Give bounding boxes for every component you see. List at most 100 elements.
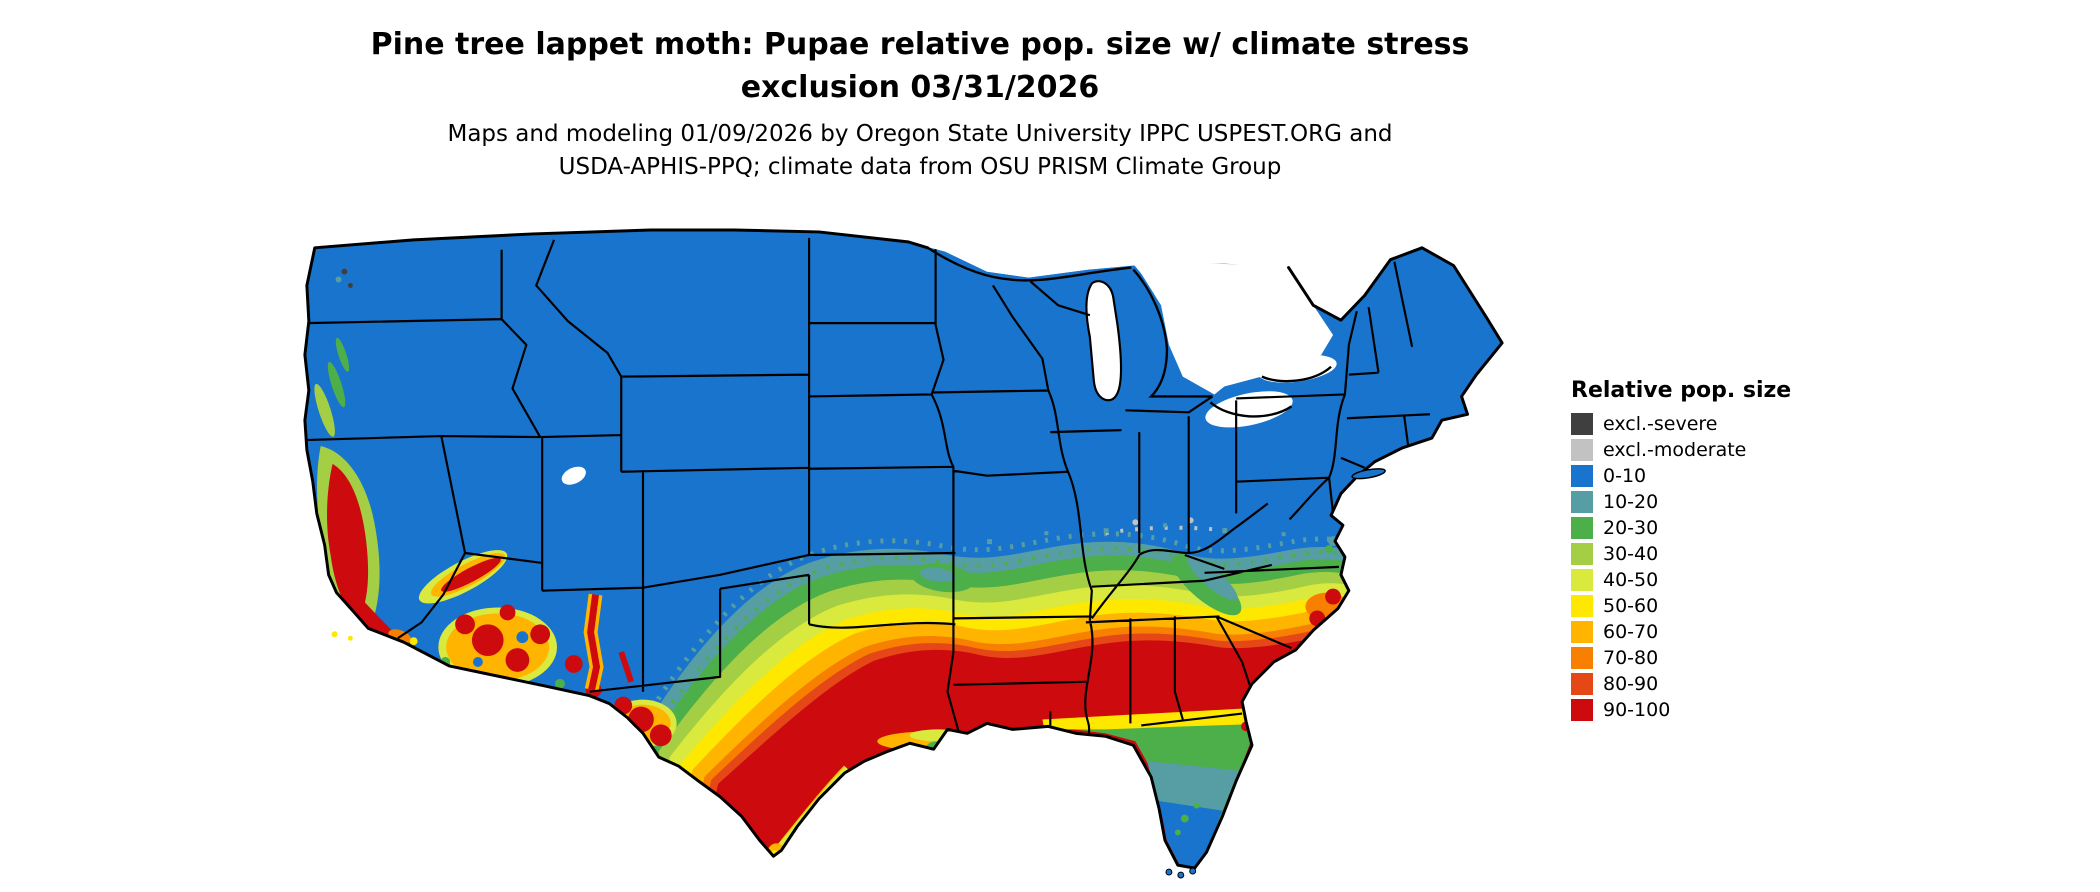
map-subtitle: Maps and modeling 01/09/2026 by Oregon S… xyxy=(0,118,1840,185)
speck xyxy=(987,539,992,545)
legend-label: 50-60 xyxy=(1603,595,1659,617)
legend-row: excl.-severe xyxy=(1571,413,1871,435)
florida-key xyxy=(1177,871,1185,879)
legend-label: excl.-severe xyxy=(1603,413,1718,435)
legend-label: 20-30 xyxy=(1603,517,1659,539)
florida-south-blue xyxy=(1157,800,1223,869)
subtitle-line-1: Maps and modeling 01/09/2026 by Oregon S… xyxy=(447,121,1393,147)
riogrande-red xyxy=(587,594,601,691)
ca-ncoast-stripe xyxy=(335,337,350,372)
legend-title: Relative pop. size xyxy=(1571,378,1792,403)
speck xyxy=(1222,528,1228,534)
ca-ncoast-stripe xyxy=(314,383,335,437)
legend-label: 40-50 xyxy=(1603,569,1659,591)
legend-swatch xyxy=(1571,673,1593,695)
ca-ncoast-stripe xyxy=(327,361,346,408)
legend-row: 40-50 xyxy=(1571,569,1871,591)
fl-fleck xyxy=(1174,829,1181,836)
long-island xyxy=(1351,468,1386,480)
title-line-2: exclusion 03/31/2026 xyxy=(740,69,1100,105)
legend-swatch xyxy=(1571,595,1593,617)
delmarva-green xyxy=(1325,545,1334,553)
arizona-mottle xyxy=(418,550,583,689)
ca-socal-red xyxy=(342,590,394,638)
fl-fleck xyxy=(1180,814,1189,823)
legend-swatch xyxy=(1571,491,1593,513)
legend-label: 90-100 xyxy=(1603,699,1671,721)
florida-region xyxy=(1042,708,1251,869)
legend-row: 80-90 xyxy=(1571,673,1871,695)
florida-key xyxy=(1189,867,1197,875)
wtx-red xyxy=(649,724,672,747)
channel-island xyxy=(347,635,353,641)
legend-swatch xyxy=(1571,439,1593,461)
florida-key xyxy=(1165,868,1173,876)
az-red xyxy=(455,614,475,635)
legend-swatch xyxy=(1571,699,1593,721)
legend-swatch xyxy=(1571,413,1593,435)
legend-items: excl.-severe excl.-moderate 0-10 10-20 20-30… xyxy=(1571,413,1871,721)
legend-label: excl.-moderate xyxy=(1603,439,1747,461)
la-delta-teal xyxy=(937,747,946,756)
legend-row: 70-80 xyxy=(1571,647,1871,669)
wtx-red xyxy=(614,696,633,715)
az-red xyxy=(471,624,504,657)
wa-speck xyxy=(341,268,348,275)
speckle-teal xyxy=(636,531,1383,731)
mogollon-red xyxy=(441,557,501,592)
legend-label: 70-80 xyxy=(1603,647,1659,669)
ca-valley-red xyxy=(327,463,369,621)
state-border-lines xyxy=(304,235,1430,748)
nm-red xyxy=(564,655,583,673)
legend-swatch xyxy=(1571,621,1593,643)
channel-island xyxy=(331,631,338,638)
speck xyxy=(1044,531,1049,536)
ontario-shore xyxy=(1261,365,1332,383)
florida-teal-band xyxy=(1147,761,1243,811)
us-map xyxy=(303,226,1504,879)
us-outline xyxy=(303,228,1504,870)
az-red xyxy=(530,624,551,645)
map-title: Pine tree lappet moth: Pupae relative po… xyxy=(0,24,1840,109)
michigan-mitten-shore xyxy=(1132,268,1213,398)
lake-shorelines xyxy=(927,246,1332,418)
legend-row: 30-40 xyxy=(1571,543,1871,565)
legend-swatch xyxy=(1571,569,1593,591)
fl-fleck xyxy=(1193,802,1200,809)
legend-label: 80-90 xyxy=(1603,673,1659,695)
legend-swatch xyxy=(1571,543,1593,565)
state-borders xyxy=(304,235,1430,748)
ozark-core xyxy=(919,567,956,583)
nc-red xyxy=(1309,610,1326,627)
wa-speck xyxy=(335,276,342,283)
superior-shore xyxy=(927,246,1132,282)
legend-swatch xyxy=(1571,517,1593,539)
legend-label: 60-70 xyxy=(1603,621,1659,643)
nc-red xyxy=(1325,588,1341,605)
legend-row: 0-10 xyxy=(1571,465,1871,487)
az-green-dot xyxy=(555,678,565,689)
lake-superior xyxy=(917,226,1136,278)
title-line-1: Pine tree lappet moth: Pupae relative po… xyxy=(370,27,1470,62)
great-lakes xyxy=(917,226,1337,428)
legend-row: 10-20 xyxy=(1571,491,1871,513)
wtx-red xyxy=(628,706,654,733)
legend-row: 60-70 xyxy=(1571,621,1871,643)
legend-row: 90-100 xyxy=(1571,699,1871,721)
speck xyxy=(1103,528,1109,534)
legend: Relative pop. size excl.-severe excl.-mod… xyxy=(1571,378,1871,725)
legend-row: excl.-moderate xyxy=(1571,439,1871,461)
legend-label: 10-20 xyxy=(1603,491,1659,513)
legend-row: 50-60 xyxy=(1571,595,1871,617)
ca-inland-yellow xyxy=(409,637,418,646)
lake-michigan xyxy=(1085,280,1123,402)
az-blue-hole xyxy=(472,657,483,667)
speck xyxy=(1132,519,1139,526)
subtitle-line-2: USDA-APHIS-PPQ; climate data from OSU PR… xyxy=(558,154,1282,181)
az-red xyxy=(499,604,516,621)
great-salt-lake xyxy=(561,466,586,485)
speck xyxy=(1281,532,1286,537)
speck xyxy=(1163,523,1167,528)
florida-north-yellow xyxy=(1042,708,1247,730)
